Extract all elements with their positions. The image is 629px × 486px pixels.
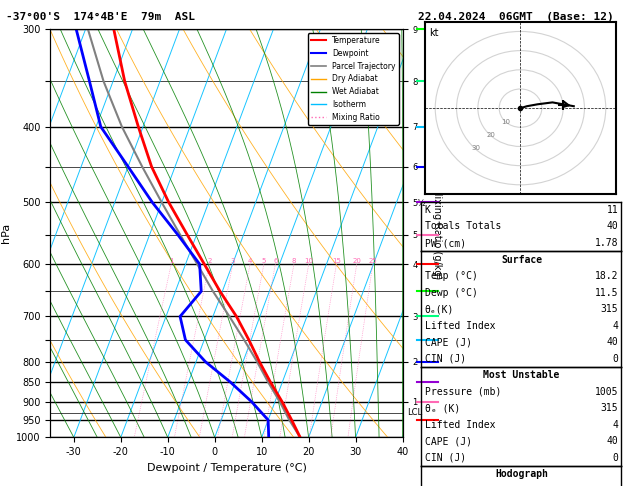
Text: 315: 315	[601, 403, 618, 413]
Text: 30: 30	[471, 145, 480, 152]
Text: 10: 10	[304, 258, 313, 264]
Text: 0: 0	[613, 453, 618, 463]
Text: Pressure (mb): Pressure (mb)	[425, 387, 501, 397]
Text: 40: 40	[606, 337, 618, 347]
Text: CAPE (J): CAPE (J)	[425, 436, 472, 446]
Text: 18.2: 18.2	[595, 271, 618, 281]
Text: -37°00'S  174°4B'E  79m  ASL: -37°00'S 174°4B'E 79m ASL	[6, 12, 195, 22]
Text: Temp (°C): Temp (°C)	[425, 271, 477, 281]
Text: 10: 10	[501, 119, 510, 124]
Text: 3: 3	[230, 258, 235, 264]
Text: 1.78: 1.78	[595, 238, 618, 248]
Text: 4: 4	[613, 321, 618, 330]
Text: CIN (J): CIN (J)	[425, 453, 465, 463]
Text: 315: 315	[601, 304, 618, 314]
Text: 25: 25	[369, 258, 377, 264]
Text: Totals Totals: Totals Totals	[425, 222, 501, 231]
Text: Surface: Surface	[501, 255, 542, 264]
Text: 4: 4	[613, 420, 618, 430]
Text: PW (cm): PW (cm)	[425, 238, 465, 248]
Text: 0: 0	[613, 354, 618, 364]
Text: CIN (J): CIN (J)	[425, 354, 465, 364]
Text: 5: 5	[262, 258, 266, 264]
Text: 11: 11	[606, 205, 618, 215]
Text: 1: 1	[169, 258, 174, 264]
Text: 6: 6	[273, 258, 277, 264]
Text: 20: 20	[486, 132, 495, 138]
Text: 8: 8	[292, 258, 296, 264]
Text: 4: 4	[248, 258, 252, 264]
Text: θₑ(K): θₑ(K)	[425, 304, 454, 314]
Text: 1005: 1005	[595, 387, 618, 397]
Text: 2: 2	[207, 258, 211, 264]
Text: Lifted Index: Lifted Index	[425, 420, 495, 430]
Text: 22.04.2024  06GMT  (Base: 12): 22.04.2024 06GMT (Base: 12)	[418, 12, 614, 22]
Text: Lifted Index: Lifted Index	[425, 321, 495, 330]
Y-axis label: Mixing Ratio (g/kg): Mixing Ratio (g/kg)	[432, 187, 442, 279]
Text: 15: 15	[332, 258, 341, 264]
Text: K: K	[425, 205, 430, 215]
Y-axis label: hPa: hPa	[1, 223, 11, 243]
Text: θₑ (K): θₑ (K)	[425, 403, 460, 413]
Text: 40: 40	[606, 436, 618, 446]
X-axis label: Dewpoint / Temperature (°C): Dewpoint / Temperature (°C)	[147, 463, 306, 473]
Text: CAPE (J): CAPE (J)	[425, 337, 472, 347]
Text: 11.5: 11.5	[595, 288, 618, 297]
Text: Hodograph: Hodograph	[495, 469, 548, 479]
Text: kt: kt	[429, 28, 438, 37]
Text: 20: 20	[352, 258, 361, 264]
Legend: Temperature, Dewpoint, Parcel Trajectory, Dry Adiabat, Wet Adiabat, Isotherm, Mi: Temperature, Dewpoint, Parcel Trajectory…	[308, 33, 399, 125]
Text: LCL: LCL	[407, 408, 422, 417]
Text: 40: 40	[606, 222, 618, 231]
Text: Dewp (°C): Dewp (°C)	[425, 288, 477, 297]
Text: Most Unstable: Most Unstable	[483, 370, 560, 380]
